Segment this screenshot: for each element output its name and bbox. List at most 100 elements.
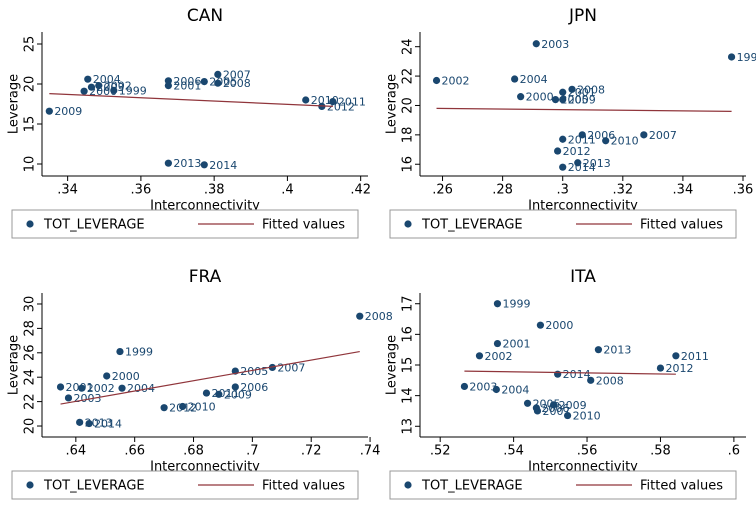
legend-label: TOT_LEVERAGE	[43, 218, 145, 233]
data-point	[78, 384, 86, 392]
data-point	[492, 385, 500, 394]
y-tick-label: 30	[23, 296, 38, 313]
x-tick-label: .74	[360, 444, 381, 459]
legend-box	[389, 209, 737, 239]
data-point	[532, 40, 540, 48]
point-label: 2012	[169, 402, 197, 415]
panel: ITA1314151617.52.54.56.58.6Interconnecti…	[385, 267, 746, 500]
point-label: 2002	[104, 80, 132, 93]
data-point	[594, 346, 603, 354]
point-label: 2004	[520, 73, 548, 86]
y-tick-label: 10	[23, 156, 38, 173]
point-label: 2000	[526, 91, 554, 104]
panel-title: CAN	[187, 6, 223, 26]
point-label: 2003	[469, 380, 497, 393]
fitted-line	[436, 107, 732, 112]
y-axis-label: Leverage	[385, 74, 400, 134]
data-point	[551, 95, 560, 104]
data-point	[116, 347, 124, 356]
data-point	[164, 159, 172, 167]
legend-marker	[26, 220, 34, 228]
x-tick-label: .66	[124, 444, 145, 459]
point-label: 2004	[127, 382, 155, 395]
panel: FRA202224262830.64.66.68.7.72.74Intercon…	[7, 267, 393, 500]
point-label: 2001	[173, 80, 201, 93]
point-label: 2014	[563, 368, 591, 381]
data-point	[432, 76, 441, 85]
data-point	[587, 376, 595, 384]
point-label: 2008	[223, 77, 251, 90]
point-label: 2004	[501, 384, 529, 397]
legend-box	[11, 470, 359, 500]
point-label: 2013	[583, 157, 611, 170]
data-point	[200, 78, 208, 86]
point-label: 2009	[568, 94, 596, 107]
data-point	[329, 98, 337, 106]
legend-box	[389, 470, 737, 500]
x-tick-label: .64	[65, 444, 86, 459]
point-label: 2005	[561, 94, 589, 107]
point-label: 2009	[224, 388, 252, 401]
data-point	[602, 137, 610, 145]
y-tick-label: 28	[23, 320, 38, 337]
point-label: 1999	[502, 298, 530, 311]
point-label: 2009	[559, 399, 587, 412]
y-tick-label: 18	[401, 127, 416, 144]
point-label: 2010	[573, 410, 601, 423]
y-tick-label: 15	[23, 116, 38, 133]
point-label: 2014	[94, 418, 122, 431]
point-label: 2010	[611, 135, 639, 148]
data-point	[231, 383, 239, 391]
data-point	[56, 383, 65, 391]
y-tick-label: 26	[23, 345, 38, 362]
point-label: 2012	[665, 362, 693, 375]
point-label: 2008	[577, 83, 605, 96]
legend-marker	[26, 481, 34, 489]
point-label: 2006	[240, 381, 268, 394]
y-tick-label: 20	[23, 76, 38, 93]
x-tick-label: .28	[492, 183, 513, 198]
point-label: 2007	[649, 129, 677, 142]
panel: JPN1618202224.26.28.3.32.34.36Interconne…	[385, 6, 756, 239]
x-tick-label: .54	[503, 444, 524, 459]
point-label: 2002	[442, 74, 470, 87]
data-point	[160, 404, 168, 412]
data-point	[202, 389, 211, 397]
panel: CAN10152025.34.36.38.4.42Interconnectivi…	[7, 6, 371, 239]
point-label: 2002	[87, 382, 115, 395]
point-label: 2001	[502, 338, 530, 351]
legend-box	[11, 209, 359, 239]
x-tick-label: .3	[557, 183, 569, 198]
point-label: 2011	[338, 96, 366, 109]
data-point	[554, 370, 562, 378]
legend-label: Fitted values	[640, 218, 723, 233]
data-point	[200, 161, 208, 169]
x-tick-label: .42	[350, 183, 371, 198]
point-label: 2011	[211, 387, 239, 400]
point-label: 2006	[173, 75, 201, 88]
point-label: 2003	[541, 38, 569, 51]
legend-marker	[404, 481, 412, 489]
legend-marker	[404, 220, 412, 228]
data-point	[550, 401, 558, 409]
point-label: 2000	[112, 370, 140, 383]
y-axis-label: Leverage	[385, 335, 400, 395]
data-point	[87, 83, 96, 91]
legend-label: TOT_LEVERAGE	[421, 479, 523, 494]
point-label: 1999	[125, 346, 153, 359]
y-tick-label: 13	[401, 418, 416, 435]
data-point	[574, 159, 582, 167]
data-point	[578, 131, 586, 139]
point-label: 2003	[73, 392, 101, 405]
point-label: 2000	[545, 319, 573, 332]
point-label: 2007	[542, 405, 570, 418]
x-tick-label: .34	[57, 183, 78, 198]
y-tick-label: 22	[401, 68, 416, 85]
x-tick-label: .6	[728, 444, 740, 459]
panel-title: FRA	[189, 267, 222, 287]
data-point	[103, 372, 111, 380]
data-point	[356, 312, 364, 320]
data-point	[672, 352, 680, 360]
y-tick-label: 15	[401, 357, 416, 374]
